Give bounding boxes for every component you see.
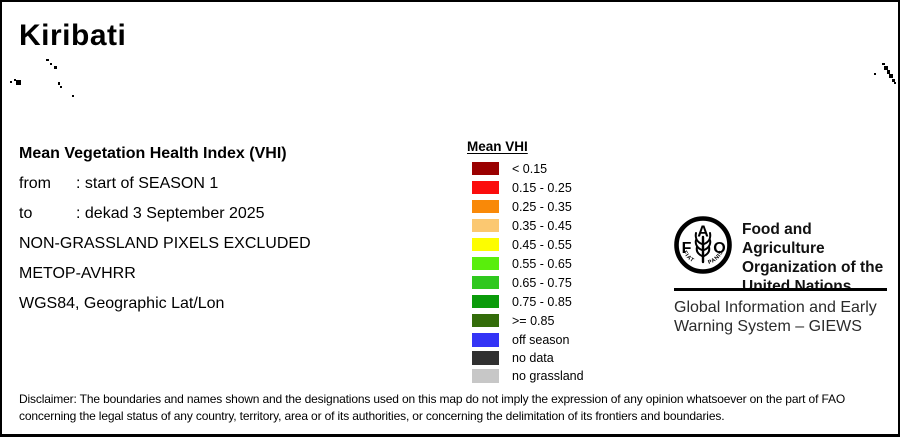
legend-item: < 0.15: [467, 159, 584, 178]
fao-org-line: Food and Agriculture: [742, 221, 825, 257]
fao-org-line: Organization of the: [742, 259, 884, 276]
legend-item: 0.15 - 0.25: [467, 178, 584, 197]
legend-item: 0.55 - 0.65: [467, 254, 584, 273]
map-info-block: Mean Vegetation Health Index (VHI) from:…: [19, 139, 311, 319]
island-speck: [16, 80, 21, 85]
disclaimer-line: Disclaimer: The boundaries and names sho…: [19, 392, 845, 406]
legend-item: >= 0.85: [467, 311, 584, 330]
fao-logo-letter-a: A: [697, 224, 709, 241]
from-label: from: [19, 175, 51, 192]
legend-swatch: [472, 257, 499, 270]
legend-extra-items: off season no data no grassland: [467, 331, 584, 385]
island-speck: [10, 81, 12, 83]
disclaimer-line: concerning the legal status of any count…: [19, 409, 725, 423]
legend-label: 0.75 - 0.85: [512, 294, 572, 309]
vhi-heading: Mean Vegetation Health Index (VHI): [19, 145, 287, 162]
fao-logo-letter-f: F: [682, 240, 692, 257]
legend-label: < 0.15: [512, 161, 548, 176]
legend-swatch: [472, 219, 499, 232]
legend-swatch: [472, 333, 499, 347]
island-speck: [884, 66, 888, 70]
pixels-excluded-note: NON-GRASSLAND PIXELS EXCLUDED: [19, 235, 311, 252]
island-speck: [874, 73, 876, 75]
from-row: from : start of SEASON 1: [19, 169, 311, 199]
island-speck: [894, 82, 896, 84]
to-row: to : dekad 3 September 2025: [19, 199, 311, 229]
island-speck: [892, 79, 895, 82]
legend-label: >= 0.85: [512, 313, 555, 328]
legend-item: off season: [467, 331, 584, 349]
island-speck: [887, 70, 890, 74]
legend-label: 0.65 - 0.75: [512, 275, 572, 290]
legend-swatch: [472, 162, 499, 175]
island-speck: [889, 74, 893, 78]
island-speck: [14, 79, 16, 81]
fao-org-name: Food and Agriculture Organization of the…: [742, 220, 898, 296]
legend-label: no grassland: [512, 369, 584, 383]
legend-swatch: [472, 314, 499, 327]
legend-item: 0.35 - 0.45: [467, 216, 584, 235]
island-speck: [60, 86, 62, 88]
fao-logo: F A O FIAT PANIS: [674, 216, 732, 274]
fao-separator-line: [674, 288, 887, 291]
island-speck: [882, 63, 885, 65]
legend-label: 0.55 - 0.65: [512, 256, 572, 271]
sensor-note: METOP-AVHRR: [19, 265, 136, 282]
wheat-ear-icon: [694, 232, 712, 264]
legend-swatch: [472, 351, 499, 365]
page-title: Kiribati: [19, 19, 127, 52]
legend-item: no data: [467, 349, 584, 367]
legend-items: < 0.15 0.15 - 0.25 0.25 - 0.35 0.35 - 0.45 0…: [467, 159, 584, 330]
island-speck: [58, 82, 60, 85]
island-speck: [72, 95, 74, 97]
legend-item: 0.75 - 0.85: [467, 292, 584, 311]
legend-label: 0.35 - 0.45: [512, 218, 572, 233]
legend-swatch: [472, 200, 499, 213]
giews-label: Global Information and Early Warning Sys…: [674, 299, 877, 336]
legend-label: 0.25 - 0.35: [512, 199, 572, 214]
legend-item: 0.25 - 0.35: [467, 197, 584, 216]
legend-swatch: [472, 238, 499, 251]
legend-label: 0.45 - 0.55: [512, 237, 572, 252]
to-value: : dekad 3 September 2025: [76, 205, 265, 222]
giews-line: Global Information and Early: [674, 299, 877, 316]
legend-label: 0.15 - 0.25: [512, 180, 572, 195]
legend-swatch: [472, 369, 499, 383]
legend-swatch: [472, 295, 499, 308]
legend: Mean VHI < 0.15 0.15 - 0.25 0.25 - 0.35 0.3…: [467, 139, 584, 385]
projection-note: WGS84, Geographic Lat/Lon: [19, 295, 225, 312]
to-label: to: [19, 205, 33, 222]
legend-label: off season: [512, 333, 570, 347]
legend-item: 0.65 - 0.75: [467, 273, 584, 292]
fao-logo-letter-o: O: [713, 240, 725, 257]
fao-org-line: United Nations: [742, 278, 852, 295]
legend-swatch: [472, 276, 499, 289]
legend-title: Mean VHI: [467, 139, 528, 154]
from-value: : start of SEASON 1: [76, 175, 219, 192]
island-speck: [54, 66, 57, 69]
island-speck: [50, 63, 52, 65]
legend-label: no data: [512, 351, 554, 365]
island-speck: [46, 59, 49, 61]
legend-swatch: [472, 181, 499, 194]
legend-item: 0.45 - 0.55: [467, 235, 584, 254]
legend-item: no grassland: [467, 367, 584, 385]
disclaimer: Disclaimer: The boundaries and names sho…: [19, 391, 845, 425]
giews-line: Warning System – GIEWS: [674, 317, 862, 335]
